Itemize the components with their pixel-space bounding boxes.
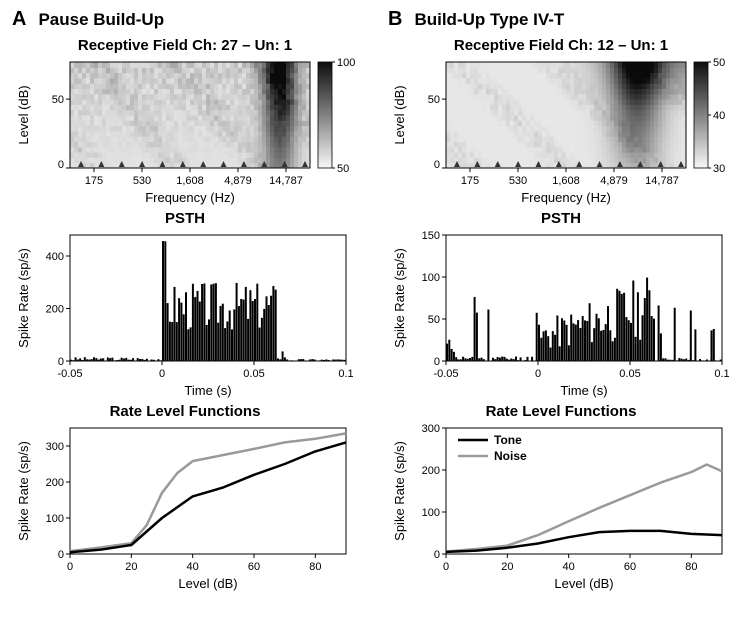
panel-b-rlf-chart: 0 20 40 60 80 0 100 200 300 Level (dB) Spike Rate … <box>388 422 734 592</box>
panel-a-psth-chart: -0.0500.050.10200400Time (s)Spike Rate (… <box>12 229 358 399</box>
panel-b-rf-title: Receptive Field Ch: 12 – Un: 1 <box>388 37 734 54</box>
svg-text:200: 200 <box>46 477 64 489</box>
svg-text:0.1: 0.1 <box>714 368 729 380</box>
svg-text:4,879: 4,879 <box>224 175 252 187</box>
svg-text:20: 20 <box>501 561 513 573</box>
panel-b-header: B Build-Up Type IV-T <box>388 8 734 31</box>
svg-text:0: 0 <box>434 159 440 171</box>
svg-text:Tone: Tone <box>494 433 522 447</box>
svg-text:Level (dB): Level (dB) <box>16 85 31 144</box>
svg-text:100: 100 <box>422 507 440 519</box>
svg-text:80: 80 <box>685 561 697 573</box>
svg-text:400: 400 <box>46 251 64 263</box>
svg-text:0: 0 <box>58 356 64 368</box>
svg-text:0: 0 <box>58 159 64 171</box>
svg-text:Spike Rate (sp/s): Spike Rate (sp/s) <box>392 248 407 348</box>
svg-text:0: 0 <box>67 561 73 573</box>
svg-text:0: 0 <box>535 368 541 380</box>
svg-text:-0.05: -0.05 <box>433 368 458 380</box>
svg-text:50: 50 <box>52 94 64 106</box>
panel-a-rlf-chart: 0 20 40 60 80 0 100 200 300 Level (dB) Spike Rate … <box>12 422 358 592</box>
svg-text:Level (dB): Level (dB) <box>392 85 407 144</box>
svg-text:530: 530 <box>133 175 151 187</box>
panel-b-rlf-title: Rate Level Functions <box>388 403 734 420</box>
svg-text:0.05: 0.05 <box>619 368 640 380</box>
svg-text:-0.05: -0.05 <box>57 368 82 380</box>
svg-text:175: 175 <box>85 175 103 187</box>
svg-text:0.1: 0.1 <box>338 368 353 380</box>
svg-text:Level (dB): Level (dB) <box>554 576 613 591</box>
svg-text:30: 30 <box>713 163 725 175</box>
svg-text:0: 0 <box>434 356 440 368</box>
svg-text:50: 50 <box>428 314 440 326</box>
svg-text:0: 0 <box>443 561 449 573</box>
panel-a-rlf-title: Rate Level Functions <box>12 403 358 420</box>
svg-text:20: 20 <box>125 561 137 573</box>
panel-a-psth-title: PSTH <box>12 210 358 227</box>
svg-text:Spike Rate (sp/s): Spike Rate (sp/s) <box>16 248 31 348</box>
svg-text:0.05: 0.05 <box>243 368 264 380</box>
panel-b: B Build-Up Type IV-T Receptive Field Ch:… <box>388 8 734 596</box>
svg-text:60: 60 <box>624 561 636 573</box>
svg-text:14,787: 14,787 <box>645 175 679 187</box>
svg-text:Time (s): Time (s) <box>560 383 607 398</box>
svg-text:100: 100 <box>422 272 440 284</box>
svg-text:300: 300 <box>422 423 440 435</box>
svg-text:50: 50 <box>337 163 349 175</box>
svg-text:1,608: 1,608 <box>176 175 204 187</box>
svg-text:60: 60 <box>248 561 260 573</box>
panel-b-letter: B <box>388 8 402 31</box>
svg-text:Spike Rate (sp/s): Spike Rate (sp/s) <box>16 441 31 541</box>
panel-a-rf-title: Receptive Field Ch: 27 – Un: 1 <box>12 37 358 54</box>
svg-text:300: 300 <box>46 441 64 453</box>
svg-text:100: 100 <box>46 513 64 525</box>
svg-text:200: 200 <box>422 465 440 477</box>
panel-a-type: Pause Build-Up <box>38 10 164 30</box>
svg-text:80: 80 <box>309 561 321 573</box>
svg-text:Frequency (Hz): Frequency (Hz) <box>521 190 611 205</box>
svg-text:40: 40 <box>713 110 725 122</box>
svg-text:200: 200 <box>46 304 64 316</box>
panel-b-psth-chart: -0.0500.050.1050100150Time (s)Spike Rate… <box>388 229 734 399</box>
svg-text:0: 0 <box>58 549 64 561</box>
panel-b-type: Build-Up Type IV-T <box>414 10 564 30</box>
svg-text:Frequency (Hz): Frequency (Hz) <box>145 190 235 205</box>
svg-text:150: 150 <box>422 230 440 242</box>
svg-text:14,787: 14,787 <box>269 175 303 187</box>
svg-text:40: 40 <box>563 561 575 573</box>
svg-text:4,879: 4,879 <box>600 175 628 187</box>
panel-a-letter: A <box>12 8 26 31</box>
svg-text:Spike Rate (sp/s): Spike Rate (sp/s) <box>392 441 407 541</box>
svg-text:175: 175 <box>461 175 479 187</box>
svg-text:50: 50 <box>713 57 725 69</box>
panel-a-rf-chart: 0 50 175 530 1,608 4,879 14,787 Frequency (Hz) L… <box>12 56 358 206</box>
svg-text:0: 0 <box>159 368 165 380</box>
svg-text:Noise: Noise <box>494 449 527 463</box>
panel-a-header: A Pause Build-Up <box>12 8 358 31</box>
svg-text:0: 0 <box>434 549 440 561</box>
svg-text:50: 50 <box>428 94 440 106</box>
svg-text:100: 100 <box>337 57 355 69</box>
panel-b-psth-title: PSTH <box>388 210 734 227</box>
svg-text:Time (s): Time (s) <box>184 383 231 398</box>
svg-text:530: 530 <box>509 175 527 187</box>
svg-text:Level (dB): Level (dB) <box>178 576 237 591</box>
panel-b-rf-chart: 0 50 175 530 1,608 4,879 14,787 Frequency (Hz) L… <box>388 56 734 206</box>
panel-a: A Pause Build-Up Receptive Field Ch: 27 … <box>12 8 358 596</box>
svg-text:40: 40 <box>187 561 199 573</box>
svg-text:1,608: 1,608 <box>552 175 580 187</box>
